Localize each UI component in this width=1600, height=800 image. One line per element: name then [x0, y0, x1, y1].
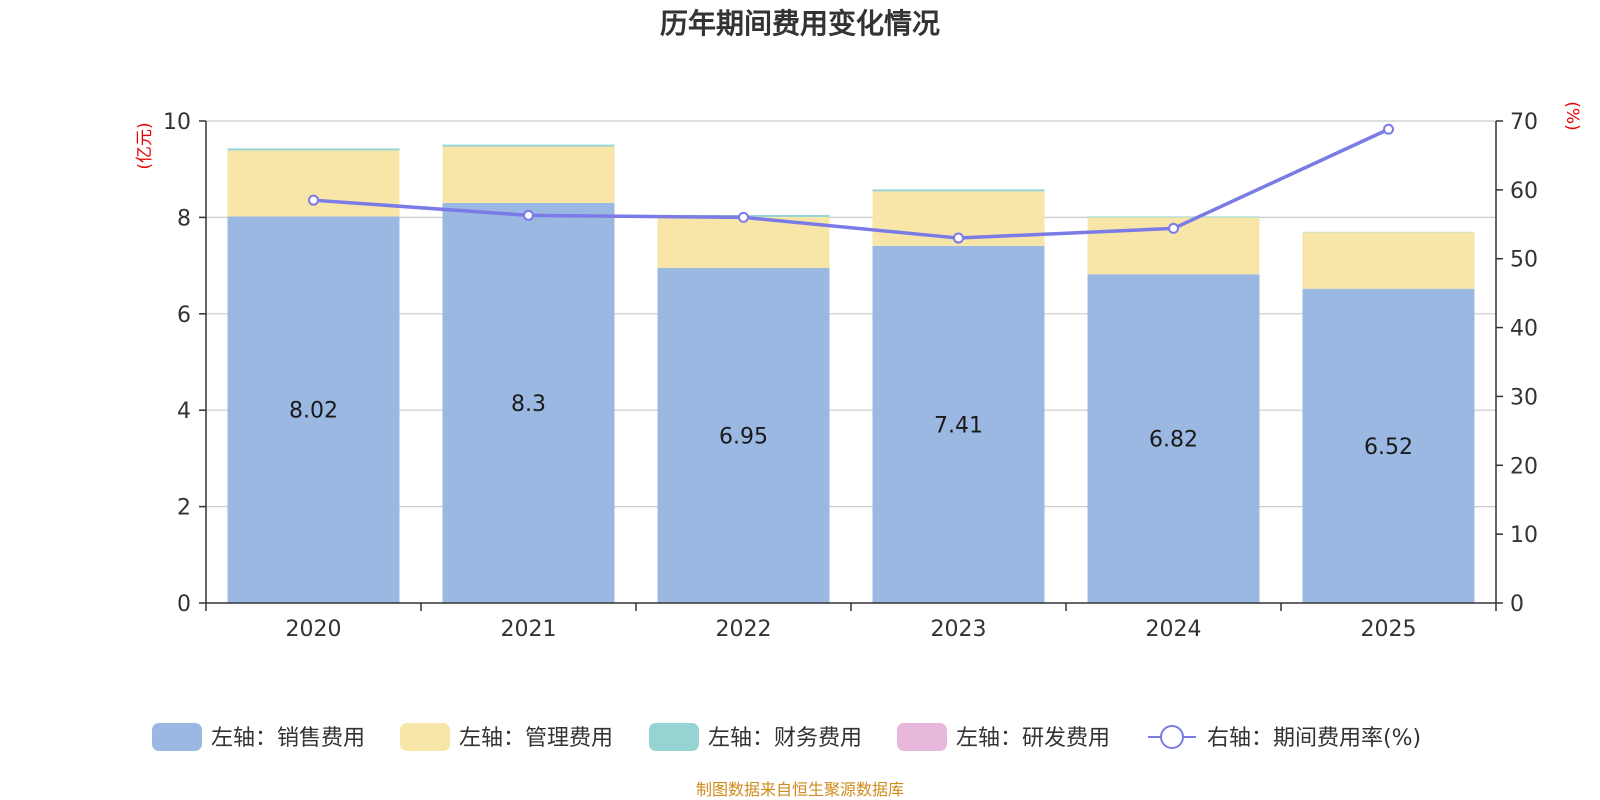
legend-swatch [897, 723, 947, 751]
x-tick-label: 2023 [931, 617, 987, 642]
legend-item: 右轴：期间费用率(%) [1148, 725, 1421, 751]
left-tick-label: 2 [177, 496, 191, 521]
right-tick-label: 20 [1510, 454, 1538, 479]
bar-segment [227, 216, 400, 603]
left-tick-label: 6 [177, 303, 191, 328]
rate-point [1383, 123, 1394, 135]
legend-swatch [400, 723, 450, 751]
legend-item: 左轴：财务费用 [649, 723, 862, 751]
bar-segment [1087, 216, 1260, 218]
x-tick-label: 2020 [286, 617, 342, 642]
rate-point [1168, 222, 1179, 234]
legend-swatch [649, 723, 699, 751]
legend-label: 左轴：销售费用 [211, 726, 365, 751]
bars: 8.02 8.3 6.95 7.41 6.82 6.52 [227, 144, 1475, 603]
right-tick-label: 10 [1510, 523, 1538, 548]
bar-segment [227, 148, 400, 151]
rate-point [308, 194, 319, 206]
x-tick-label: 2024 [1146, 617, 1202, 642]
right-tick-label: 30 [1510, 385, 1538, 410]
rate-line [308, 123, 1394, 244]
data-label: 7.41 [934, 413, 983, 438]
right-tick-label: 70 [1510, 110, 1538, 135]
chart-title: 历年期间费用变化情况 [660, 7, 940, 40]
legend-item: 左轴：研发费用 [897, 723, 1110, 751]
legend: 左轴：销售费用 左轴：管理费用 左轴：财务费用 左轴：研发费用 右轴：期间费用率(%) [152, 723, 1421, 751]
x-tick-label: 2025 [1361, 617, 1417, 642]
right-tick-label: 0 [1510, 592, 1524, 617]
data-label: 8.02 [289, 399, 338, 424]
left-tick-label: 0 [177, 592, 191, 617]
bar-segment [657, 216, 830, 269]
bar-segment [227, 150, 400, 217]
data-label: 6.82 [1149, 428, 1198, 453]
rate-line-path [313, 127, 1390, 240]
legend-label: 左轴：研发费用 [956, 726, 1110, 751]
legend-label: 右轴：期间费用率(%) [1207, 726, 1421, 751]
right-tick-label: 50 [1510, 248, 1538, 273]
bar-segment [872, 245, 1045, 603]
rate-point [953, 232, 964, 244]
left-tick-label: 8 [177, 206, 191, 231]
bar-segment [442, 202, 615, 603]
bar-segment [1087, 274, 1260, 603]
data-label: 8.3 [511, 392, 546, 417]
legend-item: 左轴：销售费用 [152, 723, 365, 751]
bar-segment [442, 146, 615, 203]
data-label: 6.52 [1364, 435, 1413, 460]
bar-segment [872, 189, 1045, 192]
left-tick-label: 10 [163, 110, 191, 135]
left-tick-label: 4 [177, 399, 191, 424]
right-tick-label: 60 [1510, 179, 1538, 204]
right-tick-label: 40 [1510, 317, 1538, 342]
left-axis-unit: (亿元) [135, 122, 155, 169]
x-tick-label: 2021 [501, 617, 557, 642]
bar-segment [1302, 232, 1475, 289]
legend-swatch [152, 723, 202, 751]
bar-segment [442, 144, 615, 147]
legend-item: 左轴：管理费用 [400, 723, 613, 751]
source-note: 制图数据来自恒生聚源数据库 [696, 780, 904, 799]
rate-point [738, 211, 749, 223]
rate-point [523, 209, 534, 221]
right-axis-unit: (%) [1562, 101, 1582, 130]
legend-label: 左轴：管理费用 [459, 726, 613, 751]
grid [206, 120, 1496, 508]
bar-segment [1302, 288, 1475, 603]
legend-circle-swatch [1160, 725, 1184, 749]
x-tick-label: 2022 [716, 617, 772, 642]
bar-segment [657, 268, 830, 603]
axes: 0 2 4 6 8 10 0 10 20 30 40 50 60 70 2020 2021 2022 2023 20… [135, 101, 1582, 642]
legend-label: 左轴：财务费用 [708, 726, 862, 751]
data-label: 6.95 [719, 425, 768, 450]
